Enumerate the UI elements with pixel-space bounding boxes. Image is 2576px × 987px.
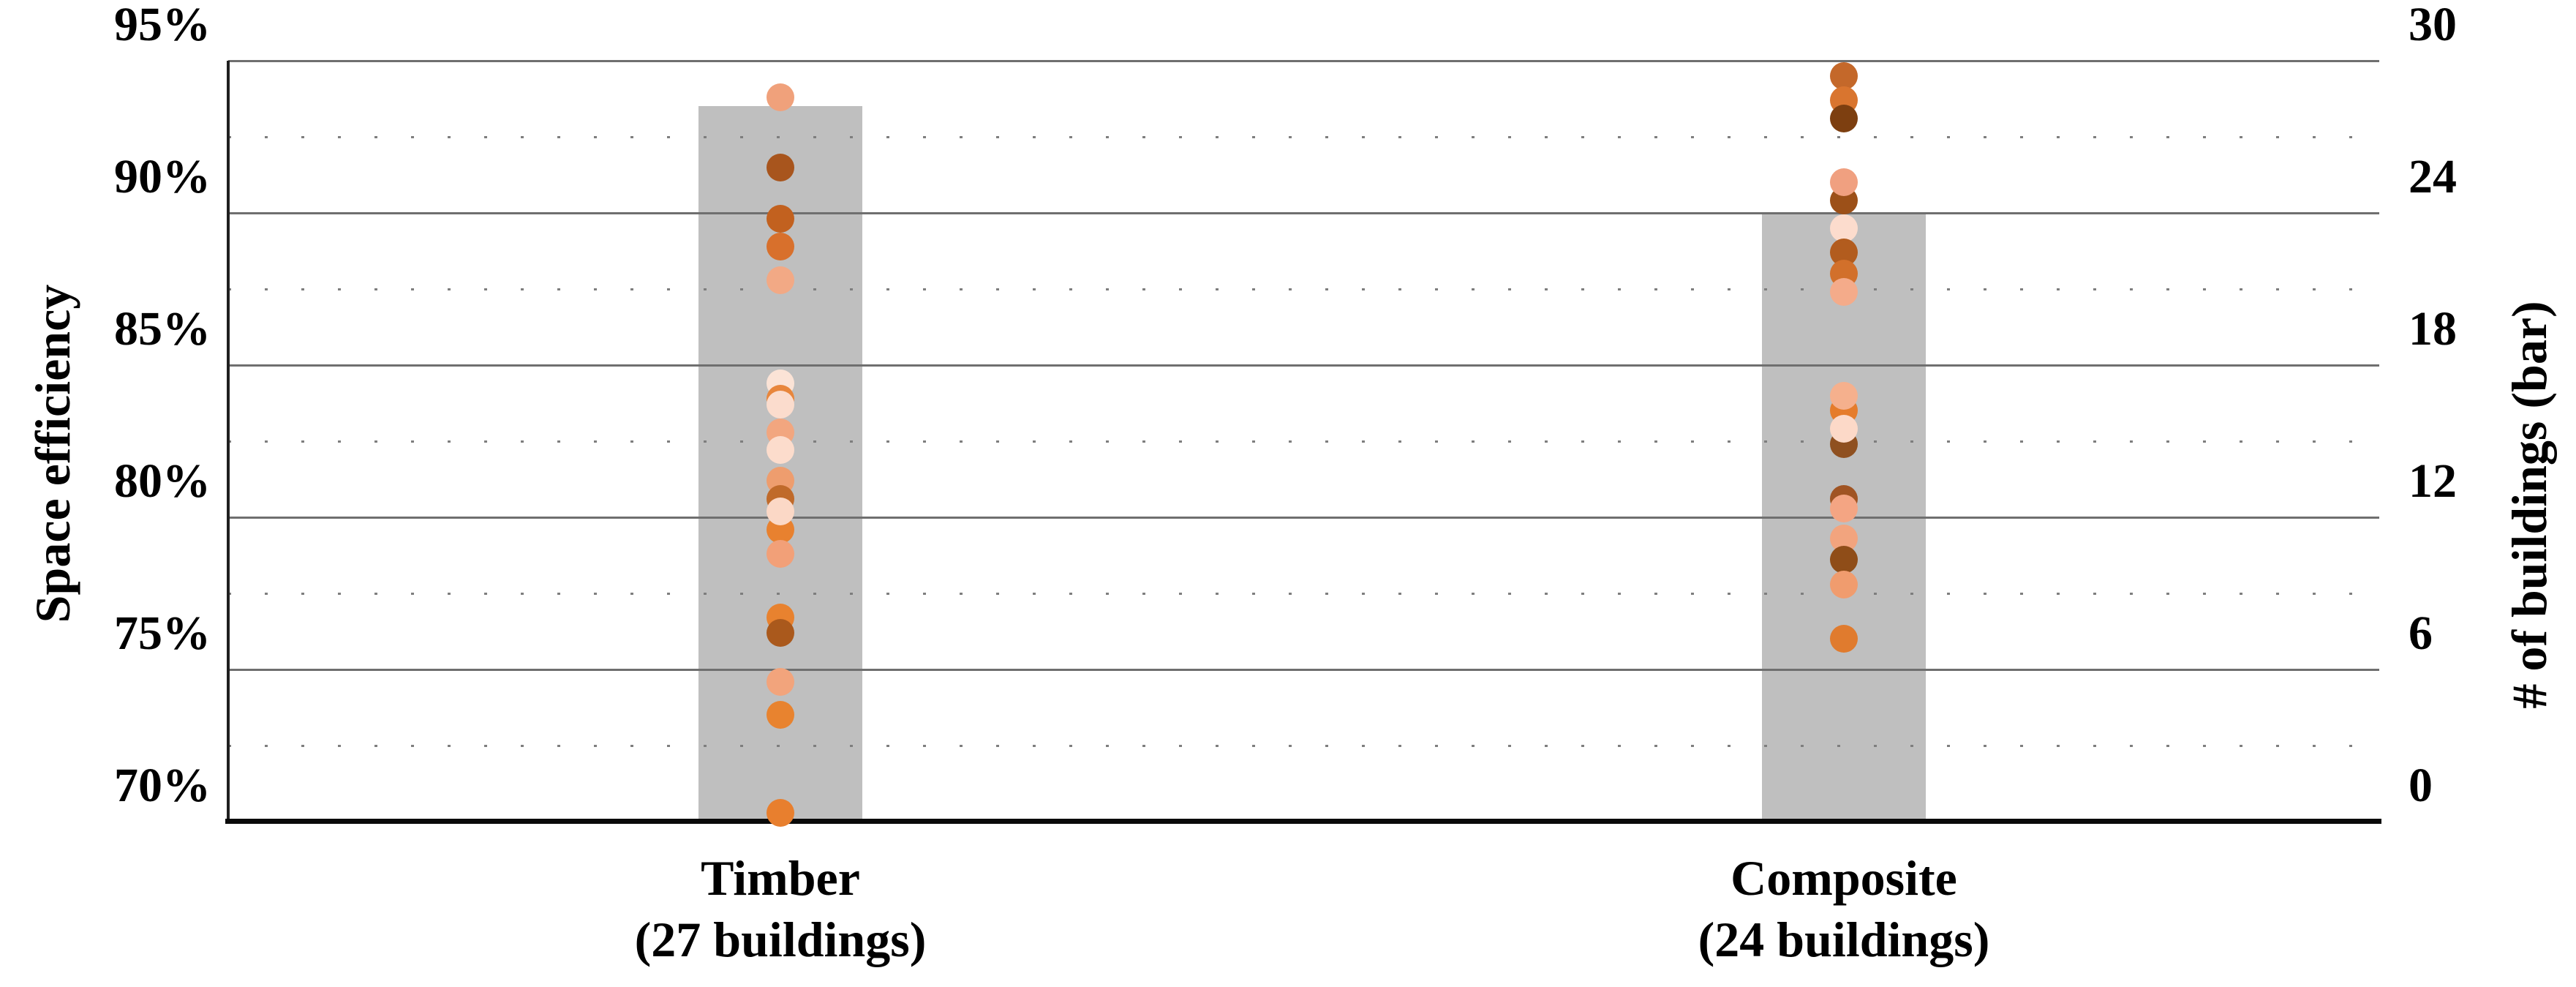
minor-gridline [228, 288, 2379, 290]
category-timber-count: (27 buildings) [634, 912, 927, 967]
right-axis-tick-label: 30 [2409, 0, 2457, 51]
scatter-point [1830, 105, 1858, 133]
scatter-point [1830, 494, 1858, 522]
scatter-point [1830, 570, 1858, 598]
scatter-point [767, 153, 794, 181]
scatter-point [767, 83, 794, 111]
category-label-timber: Timber (27 buildings) [451, 847, 1110, 970]
major-gridline [228, 516, 2379, 519]
scatter-point [767, 701, 794, 729]
right-axis-tick-label: 12 [2409, 454, 2457, 508]
scatter-point [767, 232, 794, 260]
left-axis-tick-label: 95% [114, 0, 211, 51]
left-axis-title: Space efficiency [25, 284, 80, 623]
major-gridline [228, 668, 2379, 671]
minor-gridline [228, 135, 2379, 138]
scatter-point [1830, 214, 1858, 242]
left-axis-tick-label: 80% [114, 454, 211, 508]
left-axis-tick-label: 90% [114, 150, 211, 203]
category-composite-name: Composite [1730, 850, 1957, 906]
scatter-point [1830, 415, 1858, 443]
right-axis-tick-label: 6 [2409, 607, 2433, 660]
y-axis-line [227, 61, 230, 822]
major-gridline [228, 59, 2379, 62]
scatter-point [767, 266, 794, 294]
scatter-point [1830, 625, 1858, 653]
scatter-point [1830, 278, 1858, 307]
scatter-point [1830, 61, 1858, 90]
major-gridline [228, 211, 2379, 214]
scatter-point [1830, 381, 1858, 410]
category-timber-name: Timber [701, 850, 860, 906]
category-label-composite: Composite (24 buildings) [1515, 847, 2173, 970]
left-axis-tick-label: 75% [114, 607, 211, 660]
right-axis-title: # of buildings (bar) [2501, 301, 2557, 709]
left-axis-tick-label: 85% [114, 302, 211, 356]
scatter-point [1830, 168, 1858, 197]
category-composite-count: (24 buildings) [1698, 912, 1990, 967]
scatter-point [767, 205, 794, 233]
minor-gridline [228, 744, 2379, 747]
scatter-point [1830, 546, 1858, 574]
scatter-point [767, 497, 794, 525]
minor-gridline [228, 440, 2379, 443]
scatter-point [767, 436, 794, 465]
x-axis-line [225, 819, 2381, 824]
scatter-point [767, 798, 794, 827]
major-gridline [228, 364, 2379, 367]
scatter-point [767, 539, 794, 568]
right-axis-tick-label: 0 [2409, 759, 2433, 812]
left-axis-tick-label: 70% [114, 759, 211, 812]
scatter-point [767, 619, 794, 648]
minor-gridline [228, 592, 2379, 595]
scatter-point [767, 667, 794, 696]
scatter-point [767, 391, 794, 419]
right-axis-tick-label: 24 [2409, 150, 2457, 203]
right-axis-tick-label: 18 [2409, 302, 2457, 356]
